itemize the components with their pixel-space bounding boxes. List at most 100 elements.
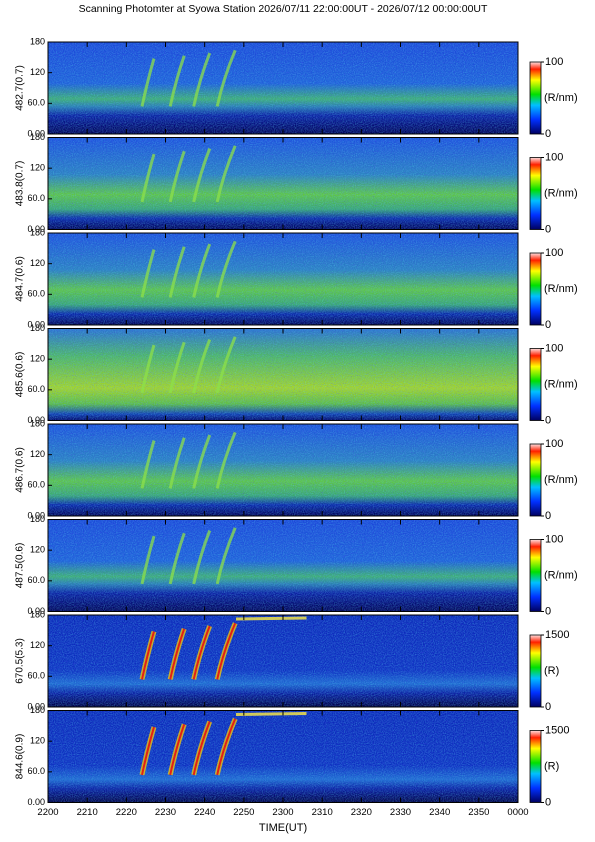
aurora-arc — [168, 246, 186, 298]
heatmap-texture — [48, 710, 518, 803]
y-tick-label: 120 — [30, 354, 45, 364]
aurora-arc — [140, 440, 156, 489]
y-axis-label: 844.6(0.9) — [15, 734, 26, 780]
colorbar-tick-label: 100 — [545, 247, 563, 259]
heatmap-texture — [48, 233, 518, 325]
y-tick-label: 60.0 — [27, 98, 45, 108]
y-tick-label: 0.00 — [27, 319, 45, 329]
colorbar-label: (R) — [544, 760, 559, 772]
aurora-arc-core — [141, 631, 155, 680]
colorbar-tick-label: 0 — [545, 510, 551, 522]
y-tick-label: 120 — [30, 163, 45, 173]
y-axis-label: 484.7(0.6) — [15, 256, 26, 302]
aurora-arc-core — [216, 718, 237, 776]
aurora-arc — [215, 240, 237, 298]
y-tick-label: 180 — [30, 705, 45, 715]
colorbar-label: (R/nm) — [544, 283, 578, 295]
colorbar-tick-label: 0 — [545, 223, 551, 235]
y-tick-label: 180 — [30, 514, 45, 524]
heatmap-texture — [48, 424, 518, 516]
chart-title: Scanning Photomter at Syowa Station 2026… — [79, 3, 488, 15]
y-tick-label: 120 — [30, 67, 45, 77]
y-tick-label: 0.00 — [27, 510, 45, 520]
y-axis-label: 485.6(0.6) — [15, 352, 26, 398]
colorbar-label: (R/nm) — [544, 92, 578, 104]
x-tick-label: 2220 — [116, 807, 137, 818]
y-tick-label: 60.0 — [27, 575, 45, 585]
y-axis-label: 483.8(0.7) — [15, 161, 26, 207]
aurora-arc-core — [216, 622, 237, 680]
y-tick-label: 60.0 — [27, 193, 45, 203]
y-axis-label: 486.7(0.6) — [15, 447, 26, 493]
heatmap-texture — [48, 137, 518, 230]
heatmap-texture — [48, 519, 518, 612]
y-tick-label: 120 — [30, 258, 45, 268]
colorbar-tick-label: 1500 — [545, 724, 569, 736]
y-tick-label: 120 — [30, 736, 45, 746]
colorbar-tick-label: 0 — [545, 128, 551, 140]
x-tick-label: 2350 — [468, 807, 489, 818]
x-tick-label: 2330 — [390, 807, 411, 818]
aurora-arc-core — [169, 723, 186, 776]
colorbar-label: (R/nm) — [544, 378, 578, 390]
aurora-arc — [140, 344, 156, 394]
x-tick-label: 2200 — [37, 807, 58, 818]
colorbar-tick-label: 0 — [545, 701, 551, 713]
heatmap-texture — [48, 42, 518, 134]
colorbar-tick-label: 0 — [545, 319, 551, 331]
aurora-arc — [168, 532, 186, 585]
aurora-arc — [140, 58, 156, 107]
aurora-arc — [215, 49, 237, 107]
aurora-arc — [192, 52, 212, 107]
y-tick-label: 180 — [30, 36, 45, 46]
aurora-arc — [215, 431, 237, 489]
colorbar — [529, 634, 542, 708]
colorbar-tick-label: 100 — [545, 533, 563, 545]
aurora-arc-core — [192, 625, 211, 680]
x-tick-label: 2230 — [155, 807, 176, 818]
aurora-arc — [168, 341, 186, 394]
y-tick-label: 60.0 — [27, 384, 45, 394]
aurora-arc — [192, 243, 212, 298]
aurora-arc-core — [141, 726, 155, 776]
heatmap-texture — [48, 615, 518, 707]
aurora-arc — [192, 338, 212, 394]
y-tick-label: 0.00 — [27, 797, 45, 807]
x-tick-label: 2310 — [312, 807, 333, 818]
y-tick-label: 180 — [30, 323, 45, 333]
colorbar — [529, 730, 542, 803]
colorbar — [529, 157, 542, 230]
y-tick-label: 180 — [30, 609, 45, 619]
colorbar-tick-label: 0 — [545, 605, 551, 617]
aurora-band — [235, 712, 307, 716]
aurora-arc — [140, 249, 156, 298]
colorbar — [529, 443, 542, 517]
colorbar-label: (R/nm) — [544, 474, 578, 486]
aurora-arc — [168, 55, 186, 107]
colorbar-tick-label: 0 — [545, 414, 551, 426]
aurora-arc — [192, 434, 212, 489]
y-tick-label: 120 — [30, 640, 45, 650]
aurora-arc-core — [192, 721, 211, 776]
aurora-arc — [168, 437, 186, 489]
colorbar-tick-label: 100 — [545, 56, 563, 68]
colorbar-label: (R/nm) — [544, 569, 578, 581]
y-tick-label: 0.00 — [27, 224, 45, 234]
aurora-arc — [192, 529, 212, 585]
colorbar-tick-label: 1500 — [545, 629, 569, 641]
colorbar — [529, 252, 542, 326]
y-tick-label: 60.0 — [27, 766, 45, 776]
y-tick-label: 120 — [30, 449, 45, 459]
y-axis-label: 487.5(0.6) — [15, 543, 26, 589]
y-tick-label: 180 — [30, 132, 45, 142]
y-axis-label: 670.5(5.3) — [15, 638, 26, 684]
heatmap-texture — [48, 328, 518, 421]
aurora-arc — [140, 535, 156, 585]
y-tick-label: 180 — [30, 418, 45, 428]
colorbar-label: (R/nm) — [544, 187, 578, 199]
colorbar-tick-label: 100 — [545, 151, 563, 163]
aurora-arc — [192, 147, 212, 203]
colorbar — [529, 348, 542, 421]
aurora-band — [235, 616, 307, 621]
